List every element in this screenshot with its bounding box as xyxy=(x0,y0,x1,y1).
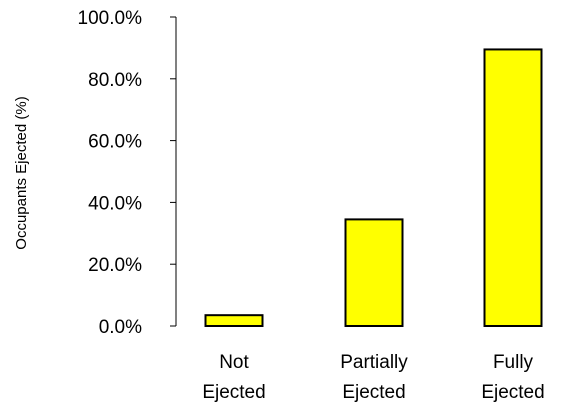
y-tick-label: 0.0% xyxy=(99,317,142,338)
bar xyxy=(483,48,543,327)
bar xyxy=(204,314,264,327)
y-tick-label: 40.0% xyxy=(88,193,142,214)
y-axis-title: Occupants Ejected (%) xyxy=(13,96,30,249)
y-tick-label: 60.0% xyxy=(88,132,142,153)
x-tick-label: Partially xyxy=(340,352,408,373)
y-tick-label: 80.0% xyxy=(88,70,142,91)
x-tick-label: Ejected xyxy=(342,382,405,403)
bar xyxy=(344,218,404,328)
x-tick-label: Not xyxy=(219,352,249,373)
y-tick-label: 20.0% xyxy=(88,255,142,276)
x-tick-label: Fully xyxy=(493,352,534,373)
x-axis-labels: Not Ejected Partially Ejected Fully Ejected xyxy=(202,352,544,403)
y-axis: 0.0% 20.0% 40.0% 60.0% 80.0% 100.0% xyxy=(78,8,177,338)
y-tick-label: 100.0% xyxy=(78,8,143,29)
bars xyxy=(204,48,543,328)
x-tick-label: Ejected xyxy=(481,382,544,403)
x-tick-label: Ejected xyxy=(202,382,265,403)
